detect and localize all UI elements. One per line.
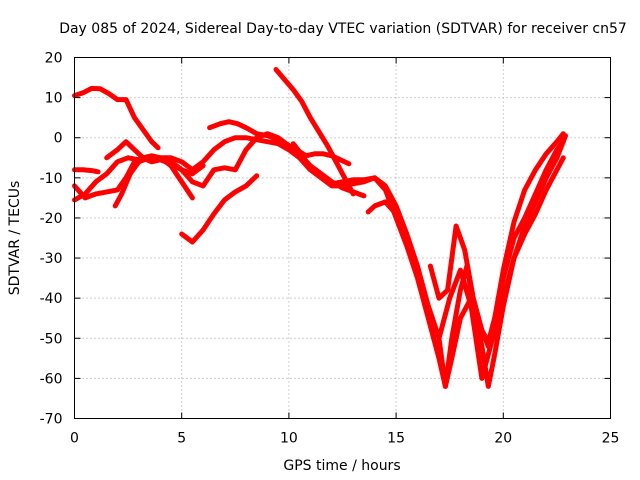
y-axis-label: SDTVAR / TECUs [7, 181, 23, 296]
y-tick-label: -60 [40, 371, 63, 387]
series-track-13 [427, 131, 566, 345]
series-track-6 [112, 135, 367, 209]
x-tick-label: 5 [177, 431, 186, 447]
x-tick-label: 25 [602, 431, 620, 447]
x-tick-label: 10 [280, 431, 298, 447]
plot-frame [74, 57, 611, 419]
y-tick-label: -70 [40, 412, 63, 428]
y-tick-label: 20 [45, 51, 63, 67]
series-track-1 [72, 85, 161, 151]
y-tick-label: -10 [40, 171, 63, 187]
axis-ticks [74, 57, 611, 419]
x-tick-label: 15 [387, 431, 405, 447]
y-tick-label: -20 [40, 211, 63, 227]
y-tick-label: 0 [54, 131, 63, 147]
x-tick-label: 20 [494, 431, 512, 447]
y-tick-label: 10 [45, 91, 63, 107]
plot-series [72, 67, 568, 389]
axis-tick-labels: 0 5 10 15 20 25 -70 -60 -50 -40 -30 -20 -10 0 10 20 [40, 51, 620, 447]
series-track-11 [273, 67, 356, 197]
y-tick-label: -40 [40, 291, 63, 307]
x-axis-label: GPS time / hours [283, 458, 400, 474]
chart-title: Day 085 of 2024, Sidereal Day-to-day VTE… [59, 21, 627, 37]
y-tick-label: -50 [40, 331, 63, 347]
series-track-7 [179, 173, 260, 245]
series-track-2 [72, 167, 101, 175]
series-track-5 [72, 155, 185, 203]
series-track-10 [290, 141, 352, 167]
y-tick-label: -30 [40, 251, 63, 267]
x-tick-label: 0 [70, 431, 79, 447]
